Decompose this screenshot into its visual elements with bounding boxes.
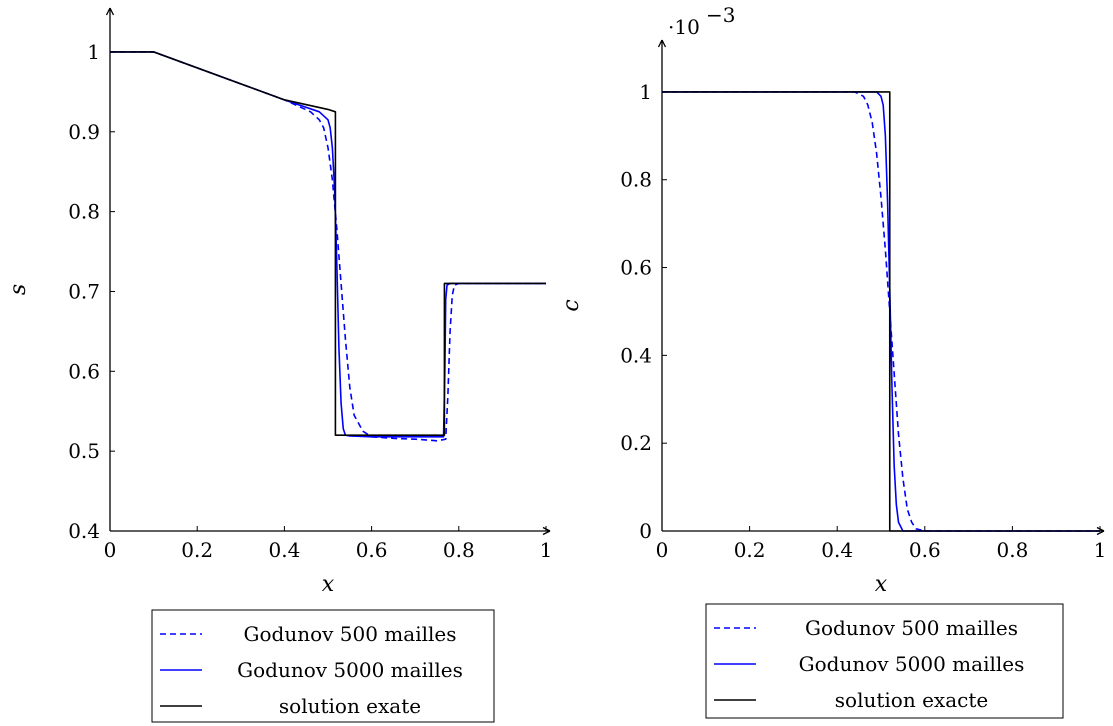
- legend-box: [705, 603, 1064, 719]
- series-godunov-500-line: [662, 91, 1100, 532]
- x-tick-label: 0.8: [443, 538, 475, 562]
- x-tick-label: 0.6: [356, 538, 388, 562]
- x-tick-label: 0.8: [996, 538, 1028, 562]
- y-tick-label: 0.9: [68, 120, 100, 144]
- y-tick-label: 1: [639, 80, 652, 104]
- x-tick-label: 1: [540, 538, 553, 562]
- x-tick-label: 0.4: [268, 538, 300, 562]
- x-tick-label: 0: [104, 538, 117, 562]
- series-godunov-5000-line: [662, 91, 1100, 532]
- series-godunov-500-line: [110, 51, 546, 442]
- y-tick-label: 0.4: [68, 519, 100, 543]
- y-tick-label: 0.7: [68, 279, 100, 303]
- series-exact-solution-line: [110, 51, 546, 436]
- y-axis-label: c: [559, 299, 584, 311]
- x-tick-label: 0: [656, 538, 669, 562]
- y-axis-arrow: [657, 39, 667, 48]
- y-tick-label: 0: [639, 519, 652, 543]
- legend-entry: Godunov 500 mailles: [805, 616, 1018, 640]
- y-tick-label: 0.8: [68, 200, 100, 224]
- y-axis-arrow: [105, 7, 115, 16]
- chart-c-vs-x: 0 0.2 0.4 0.6 0.8 1 0 0.2 0.4 0.6 0.8 1 x c ·10 −3 Godun…: [559, 3, 1107, 719]
- y-axis-label: s: [6, 284, 31, 295]
- y-tick-label: 0.6: [68, 359, 100, 383]
- legend-entry: Godunov 500 mailles: [244, 622, 457, 646]
- legend-entry: solution exate: [279, 694, 421, 718]
- legend-entry: Godunov 5000 mailles: [799, 652, 1025, 676]
- y-tick-label: 0.6: [620, 256, 652, 280]
- x-tick-label: 1: [1094, 538, 1107, 562]
- y-tick-label: 0.2: [620, 431, 652, 455]
- legend-box: [151, 609, 495, 723]
- y-tick-label: 0.4: [620, 343, 652, 367]
- legend-entry: solution exacte: [835, 688, 988, 712]
- y-tick-label: 1: [87, 40, 100, 64]
- x-tick-label: 0.2: [181, 538, 213, 562]
- x-tick-label: 0.2: [734, 538, 766, 562]
- x-axis-label: x: [322, 572, 335, 597]
- y-tick-label: 0.8: [620, 168, 652, 192]
- y-tick-label: 0.5: [68, 439, 100, 463]
- chart-s-vs-x: 0 0.2 0.4 0.6 0.8 1 0.4 0.5 0.6 0.7 0.8 0.9 1 x s Godun…: [6, 7, 553, 723]
- series-exact-solution-line: [662, 91, 1100, 532]
- x-tick-label: 0.4: [821, 538, 853, 562]
- x-axis-label: x: [875, 572, 888, 597]
- y-multiplier-label: ·10: [668, 15, 700, 39]
- legend-entry: Godunov 5000 mailles: [237, 658, 463, 682]
- x-tick-label: 0.6: [909, 538, 941, 562]
- y-multiplier-exponent: −3: [706, 3, 735, 27]
